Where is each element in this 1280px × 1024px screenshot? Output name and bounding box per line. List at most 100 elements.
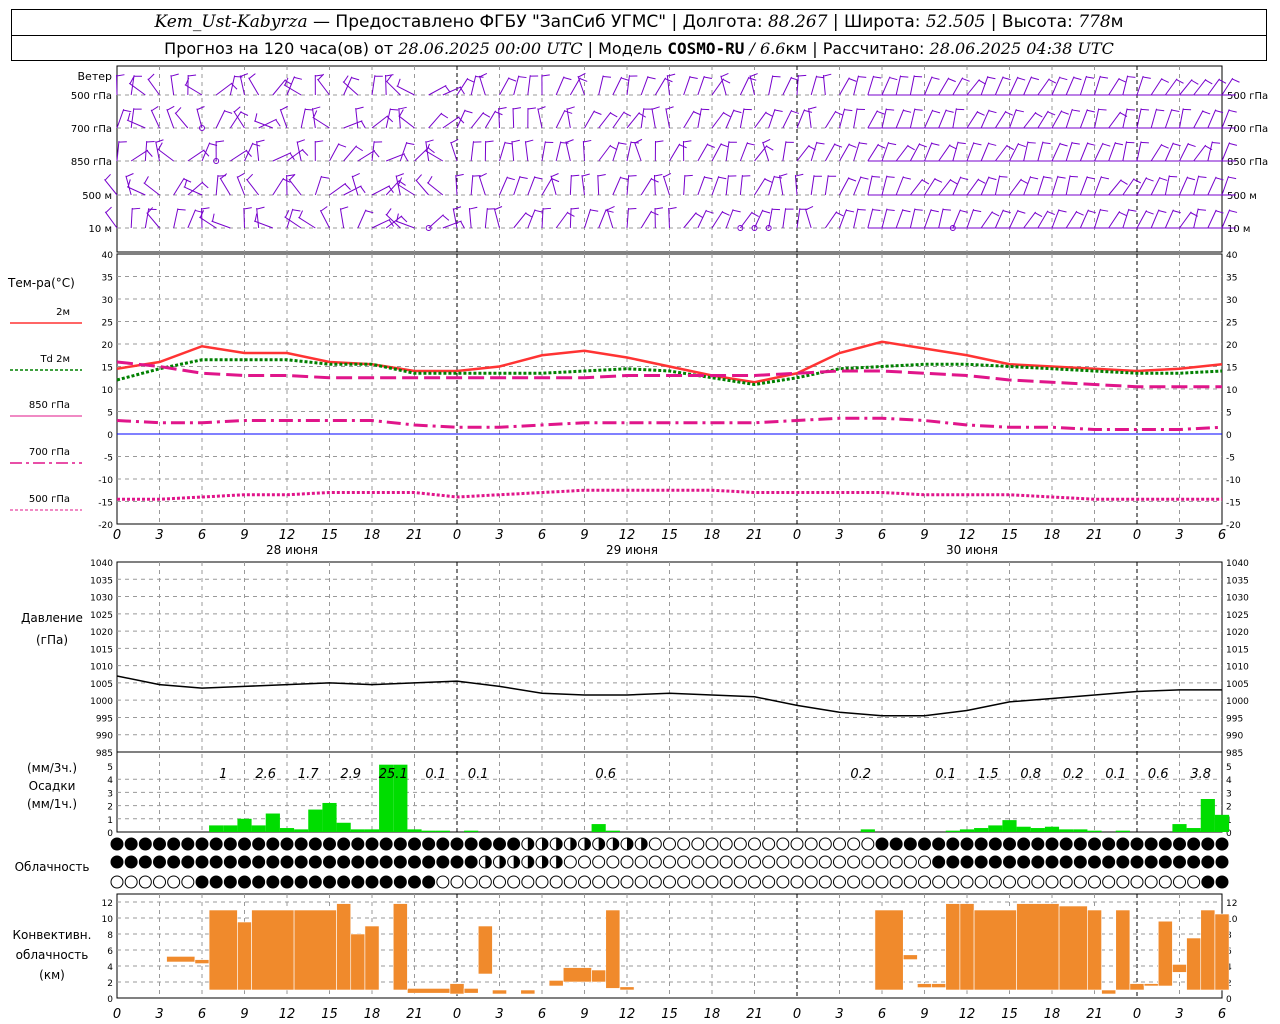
wind-barb-feather	[902, 209, 911, 213]
conv-cloud-bar	[463, 988, 479, 994]
pressure-tick-right: 1025	[1226, 611, 1249, 621]
hour-tick-label: 15	[661, 528, 678, 543]
wind-barb-staff	[230, 149, 248, 162]
precip-bar	[421, 830, 436, 832]
wind-barb-staff	[598, 209, 607, 229]
wind-barb-feather	[931, 76, 940, 80]
cloud-cover-symbol	[946, 837, 960, 851]
wind-barb-feather	[1159, 177, 1168, 181]
wind-barb-feather	[683, 140, 692, 143]
wind-barb-feather	[453, 206, 462, 210]
wind-barb-feather	[889, 77, 898, 81]
hour-tick-label-bottom: 12	[959, 1007, 976, 1022]
wind-barb-staff	[754, 145, 768, 162]
temp-tick-left: 20	[102, 341, 114, 351]
pressure-title: Давление	[21, 611, 83, 625]
pressure-tick-right: 1005	[1226, 680, 1249, 690]
wind-barb-staff	[626, 75, 630, 96]
wind-barb-staff	[768, 175, 775, 196]
precip-bar	[1030, 828, 1045, 832]
wind-barb-feather	[634, 138, 643, 144]
cloud-cover-symbol	[1059, 855, 1073, 869]
wind-barb-staff	[804, 208, 812, 229]
precip-bar	[1200, 799, 1215, 832]
wind-barb-feather	[1172, 210, 1181, 214]
wind-barb-feather	[166, 105, 175, 111]
wind-barb-staff	[1221, 77, 1234, 96]
cloud-cover-symbol	[606, 855, 620, 869]
wind-barb-staff	[626, 175, 630, 196]
wind-level-label-right: 500 гПа	[1227, 91, 1268, 102]
wind-barb-feather	[590, 209, 599, 212]
cloud-cover-symbol	[762, 837, 776, 851]
wind-barb-staff	[839, 143, 850, 162]
cloud-cover-symbol	[195, 875, 209, 889]
wind-barb-staff	[248, 77, 260, 96]
temp-series-1	[116, 358, 1223, 387]
wind-barb-staff	[357, 149, 376, 162]
pressure-tick-left: 1040	[90, 559, 113, 569]
wind-barb-staff	[1009, 178, 1022, 196]
wind-barb-feather	[458, 116, 465, 124]
wind-barb-staff	[938, 144, 951, 162]
pressure-tick-right: 1030	[1226, 594, 1249, 604]
wind-barb-staff	[938, 77, 950, 96]
wind-barb-feather	[199, 210, 205, 218]
wind-barb-staff	[1051, 175, 1059, 196]
cloud-cover-symbol	[153, 837, 166, 851]
pressure-tick-right: 990	[1226, 732, 1243, 742]
wind-barb-feather	[720, 73, 729, 78]
conv-cloud-bar	[336, 903, 352, 991]
wind-barb-feather	[1071, 109, 1081, 112]
precip-total-label: 1.7	[298, 767, 319, 782]
cloud-cover-symbol	[648, 837, 662, 851]
wind-barb-feather	[1120, 179, 1128, 185]
wind-barb-feather	[667, 73, 676, 77]
hour-tick-label: 0	[793, 528, 801, 543]
cloud-cover-fill	[527, 838, 534, 850]
wind-barb-staff	[1164, 175, 1170, 196]
cloud-cover-symbol	[1045, 837, 1059, 851]
wind-barb-feather	[534, 176, 543, 180]
wind-barb-staff	[824, 110, 837, 129]
wind-barb-feather	[1176, 79, 1184, 84]
hour-tick-label-bottom: 21	[1086, 1007, 1103, 1022]
wind-barb-feather	[1034, 212, 1043, 218]
cloud-cover-fill	[598, 838, 605, 850]
wind-barb-feather	[621, 77, 629, 81]
wind-barb-feather	[1102, 143, 1111, 147]
cloud-cover-symbol	[691, 837, 705, 851]
wind-barb-staff	[425, 141, 430, 162]
precip-tick-right: 4	[1226, 776, 1232, 786]
wind-barb-staff	[581, 175, 585, 196]
cloud-cover-symbol	[691, 855, 705, 869]
cloud-cover-symbol	[733, 855, 747, 869]
wind-barb-staff	[170, 75, 175, 96]
wind-barb-staff	[867, 208, 874, 229]
wind-barb-staff	[296, 141, 302, 162]
wind-barb-staff	[640, 76, 649, 96]
cloud-cover-symbol	[110, 837, 124, 851]
cloud-cover-symbol	[1031, 855, 1045, 869]
wind-barb-staff	[909, 75, 915, 96]
precip-bar	[237, 818, 252, 832]
cloud-cover-symbol	[861, 875, 875, 889]
wind-barb-feather	[563, 77, 572, 81]
header-box: Kem_Ust-Kabyrza — Предоставлено ФГБУ "За…	[11, 9, 1267, 61]
cloud-cover-fill	[556, 856, 563, 868]
wind-barb-feather	[804, 109, 813, 113]
wind-barb-feather	[774, 176, 783, 179]
wind-barb-staff	[909, 178, 923, 196]
wind-barb-staff	[669, 143, 681, 162]
cloud-cover-symbol	[833, 875, 846, 889]
wind-barb-feather	[564, 110, 573, 114]
cloud-cover-symbol	[408, 837, 421, 851]
wind-barb-staff	[1079, 109, 1088, 129]
wind-barb-staff	[385, 153, 405, 162]
wind-barb-staff	[498, 107, 500, 129]
wind-barb-feather	[498, 107, 507, 110]
wind-barb-staff	[396, 85, 415, 96]
hour-tick-label-bottom: 0	[793, 1007, 801, 1022]
wind-barb-feather	[320, 206, 328, 212]
wind-barb-feather	[506, 177, 515, 181]
